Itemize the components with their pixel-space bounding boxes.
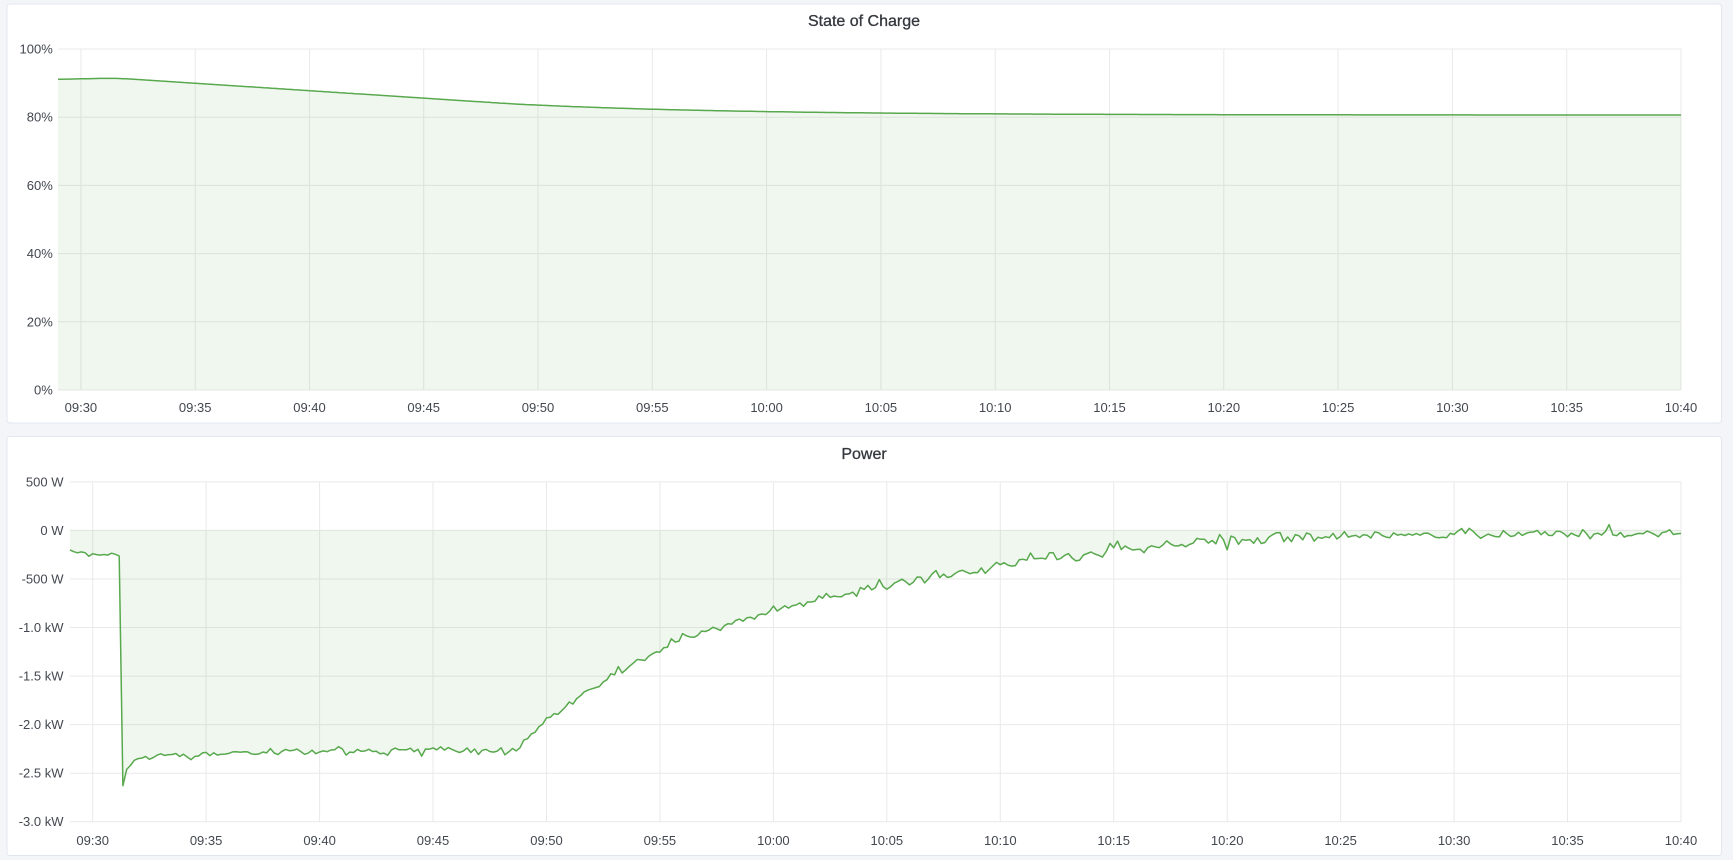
svg-text:-2.0 kW: -2.0 kW bbox=[19, 717, 65, 732]
svg-text:09:50: 09:50 bbox=[530, 833, 563, 848]
svg-text:10:40: 10:40 bbox=[1665, 400, 1698, 415]
svg-text:09:50: 09:50 bbox=[522, 400, 555, 415]
svg-text:0%: 0% bbox=[34, 383, 53, 398]
svg-text:20%: 20% bbox=[27, 314, 53, 329]
svg-text:10:35: 10:35 bbox=[1550, 400, 1583, 415]
svg-text:09:30: 09:30 bbox=[65, 400, 98, 415]
svg-text:10:10: 10:10 bbox=[979, 400, 1012, 415]
svg-text:10:30: 10:30 bbox=[1436, 400, 1469, 415]
svg-text:10:05: 10:05 bbox=[871, 833, 904, 848]
svg-text:09:55: 09:55 bbox=[644, 833, 677, 848]
svg-text:10:20: 10:20 bbox=[1211, 833, 1244, 848]
svg-text:-500 W: -500 W bbox=[22, 572, 65, 587]
svg-text:500 W: 500 W bbox=[26, 474, 64, 489]
svg-text:10:15: 10:15 bbox=[1097, 833, 1130, 848]
svg-text:09:40: 09:40 bbox=[303, 833, 336, 848]
svg-text:80%: 80% bbox=[27, 110, 53, 125]
svg-text:State of Charge: State of Charge bbox=[808, 13, 920, 30]
svg-text:10:00: 10:00 bbox=[757, 833, 790, 848]
svg-text:09:30: 09:30 bbox=[76, 833, 109, 848]
svg-text:10:25: 10:25 bbox=[1322, 400, 1355, 415]
svg-text:Power: Power bbox=[841, 446, 887, 463]
svg-text:10:40: 10:40 bbox=[1665, 833, 1698, 848]
svg-text:100%: 100% bbox=[20, 42, 54, 57]
svg-text:0 W: 0 W bbox=[40, 523, 64, 538]
svg-text:10:10: 10:10 bbox=[984, 833, 1017, 848]
svg-text:09:35: 09:35 bbox=[190, 833, 223, 848]
svg-text:09:45: 09:45 bbox=[417, 833, 450, 848]
svg-text:09:55: 09:55 bbox=[636, 400, 669, 415]
svg-text:09:40: 09:40 bbox=[293, 400, 326, 415]
svg-text:10:05: 10:05 bbox=[865, 400, 898, 415]
svg-text:-3.0 kW: -3.0 kW bbox=[19, 814, 65, 829]
svg-text:40%: 40% bbox=[27, 246, 53, 261]
svg-text:-2.5 kW: -2.5 kW bbox=[19, 766, 65, 781]
svg-text:10:25: 10:25 bbox=[1324, 833, 1357, 848]
svg-text:10:00: 10:00 bbox=[750, 400, 783, 415]
svg-text:10:20: 10:20 bbox=[1208, 400, 1241, 415]
svg-text:-1.0 kW: -1.0 kW bbox=[19, 620, 65, 635]
svg-text:09:35: 09:35 bbox=[179, 400, 212, 415]
svg-text:-1.5 kW: -1.5 kW bbox=[19, 669, 65, 684]
svg-text:10:35: 10:35 bbox=[1551, 833, 1584, 848]
svg-text:10:30: 10:30 bbox=[1438, 833, 1471, 848]
svg-text:10:15: 10:15 bbox=[1093, 400, 1126, 415]
svg-text:09:45: 09:45 bbox=[407, 400, 440, 415]
svg-text:60%: 60% bbox=[27, 178, 53, 193]
